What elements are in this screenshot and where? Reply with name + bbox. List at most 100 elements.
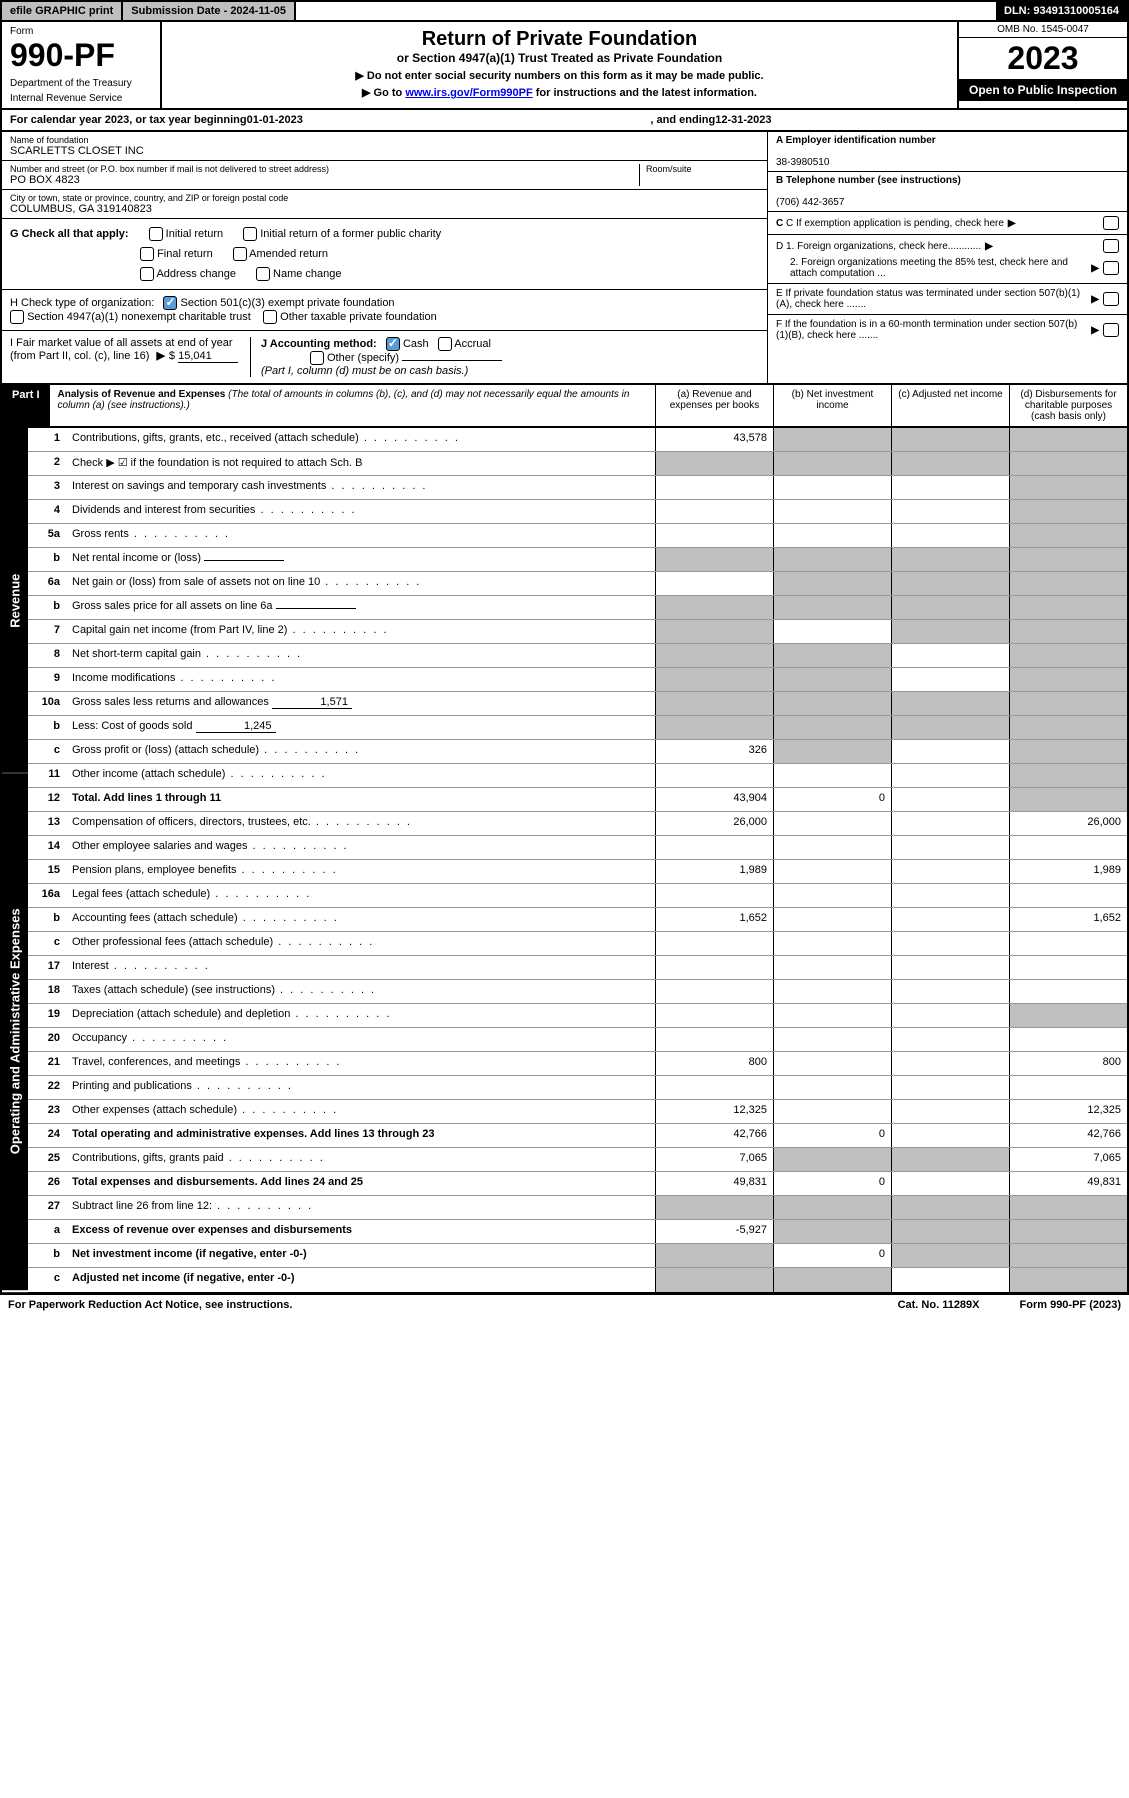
table-row: bNet investment income (if negative, ent… xyxy=(28,1244,1127,1268)
chk-cash[interactable] xyxy=(386,337,400,351)
chk-d1[interactable] xyxy=(1103,239,1119,253)
cell xyxy=(773,1028,891,1051)
line-num: c xyxy=(28,740,64,763)
line-desc: Travel, conferences, and meetings xyxy=(64,1052,655,1075)
cell xyxy=(655,1028,773,1051)
chk-f[interactable] xyxy=(1103,323,1119,337)
table-row: aExcess of revenue over expenses and dis… xyxy=(28,1220,1127,1244)
chk-e[interactable] xyxy=(1103,292,1119,306)
cell xyxy=(773,764,891,787)
chk-amended[interactable] xyxy=(233,247,247,261)
cell xyxy=(773,428,891,451)
line-desc: Taxes (attach schedule) (see instruction… xyxy=(64,980,655,1003)
instr2-pre: ▶ Go to xyxy=(362,87,405,99)
e-cell: E If private foundation status was termi… xyxy=(768,284,1127,315)
cell xyxy=(891,932,1009,955)
g-opt-1: Initial return of a former public charit… xyxy=(260,228,441,240)
table-row: 19Depreciation (attach schedule) and dep… xyxy=(28,1004,1127,1028)
line-desc: Check ▶ ☑ if the foundation is not requi… xyxy=(64,452,655,475)
line-desc: Total. Add lines 1 through 11 xyxy=(64,788,655,811)
chk-address[interactable] xyxy=(140,267,154,281)
instr-1: ▶ Do not enter social security numbers o… xyxy=(168,69,951,82)
cell xyxy=(1009,884,1127,907)
cell xyxy=(1009,716,1127,739)
cell xyxy=(1009,1076,1127,1099)
cell xyxy=(1009,500,1127,523)
chk-other-tax[interactable] xyxy=(263,310,277,324)
part1-title: Analysis of Revenue and Expenses xyxy=(58,389,226,400)
table-row: cOther professional fees (attach schedul… xyxy=(28,932,1127,956)
line-desc: Adjusted net income (if negative, enter … xyxy=(64,1268,655,1292)
chk-501c3[interactable] xyxy=(163,296,177,310)
cell xyxy=(773,716,891,739)
chk-c[interactable] xyxy=(1103,216,1119,230)
line-desc: Contributions, gifts, grants paid xyxy=(64,1148,655,1171)
addr-cell: Number and street (or P.O. box number if… xyxy=(2,161,767,190)
tax-year: 2023 xyxy=(959,38,1127,79)
part1-desc: Analysis of Revenue and Expenses (The to… xyxy=(50,385,655,426)
table-row: 8Net short-term capital gain xyxy=(28,644,1127,668)
line-desc: Other professional fees (attach schedule… xyxy=(64,932,655,955)
cell: 1,989 xyxy=(655,860,773,883)
table-row: 25Contributions, gifts, grants paid7,065… xyxy=(28,1148,1127,1172)
cal-pre: For calendar year 2023, or tax year begi… xyxy=(10,114,247,126)
j-other-val xyxy=(402,360,502,361)
cell xyxy=(891,1220,1009,1243)
dln-label: DLN: 93491310005164 xyxy=(996,2,1127,20)
irs-link[interactable]: www.irs.gov/Form990PF xyxy=(405,87,532,99)
instr2-post: for instructions and the latest informat… xyxy=(533,87,757,99)
chk-4947[interactable] xyxy=(10,310,24,324)
line-num: 12 xyxy=(28,788,64,811)
header-right: OMB No. 1545-0047 2023 Open to Public In… xyxy=(957,22,1127,108)
cell xyxy=(773,548,891,571)
cell xyxy=(773,740,891,763)
cell xyxy=(773,1004,891,1027)
table-row: 12Total. Add lines 1 through 1143,9040 xyxy=(28,788,1127,812)
cell xyxy=(1009,1196,1127,1219)
cell xyxy=(1009,476,1127,499)
cell xyxy=(655,764,773,787)
table-row: 21Travel, conferences, and meetings80080… xyxy=(28,1052,1127,1076)
footer-right: Form 990-PF (2023) xyxy=(1020,1299,1121,1311)
line-desc: Net short-term capital gain xyxy=(64,644,655,667)
g-opt-5: Name change xyxy=(273,268,342,280)
info-grid: Name of foundation SCARLETTS CLOSET INC … xyxy=(0,132,1129,385)
room-label: Room/suite xyxy=(646,164,759,174)
header-mid: Return of Private Foundation or Section … xyxy=(162,22,957,108)
cell xyxy=(1009,692,1127,715)
e-label: E If private foundation status was termi… xyxy=(776,288,1087,310)
chk-initial-former[interactable] xyxy=(243,227,257,241)
a-label: A Employer identification number xyxy=(776,135,936,146)
line-num: 8 xyxy=(28,644,64,667)
chk-initial[interactable] xyxy=(149,227,163,241)
cell xyxy=(891,1244,1009,1267)
cell xyxy=(773,860,891,883)
footer: For Paperwork Reduction Act Notice, see … xyxy=(0,1294,1129,1315)
line-num: 25 xyxy=(28,1148,64,1171)
cell xyxy=(655,692,773,715)
cell xyxy=(655,668,773,691)
line-num: 9 xyxy=(28,668,64,691)
cell xyxy=(773,836,891,859)
name-cell: Name of foundation SCARLETTS CLOSET INC xyxy=(2,132,767,161)
chk-name[interactable] xyxy=(256,267,270,281)
cal-end: 12-31-2023 xyxy=(715,114,771,126)
line-desc: Total operating and administrative expen… xyxy=(64,1124,655,1147)
efile-label[interactable]: efile GRAPHIC print xyxy=(2,2,123,20)
cell xyxy=(655,1076,773,1099)
line-desc: Net rental income or (loss) xyxy=(64,548,655,571)
cell xyxy=(773,572,891,595)
d1-label: D 1. Foreign organizations, check here..… xyxy=(776,241,981,252)
cell xyxy=(773,1268,891,1292)
chk-d2[interactable] xyxy=(1103,261,1119,275)
cell xyxy=(655,932,773,955)
line-num: 4 xyxy=(28,500,64,523)
chk-final[interactable] xyxy=(140,247,154,261)
name-label: Name of foundation xyxy=(10,135,759,145)
col-c: (c) Adjusted net income xyxy=(891,385,1009,426)
section-h: H Check type of organization: Section 50… xyxy=(2,289,767,330)
chk-other-acct[interactable] xyxy=(310,351,324,365)
chk-accrual[interactable] xyxy=(438,337,452,351)
info-right: A Employer identification number 38-3980… xyxy=(767,132,1127,383)
line-desc: Interest on savings and temporary cash i… xyxy=(64,476,655,499)
